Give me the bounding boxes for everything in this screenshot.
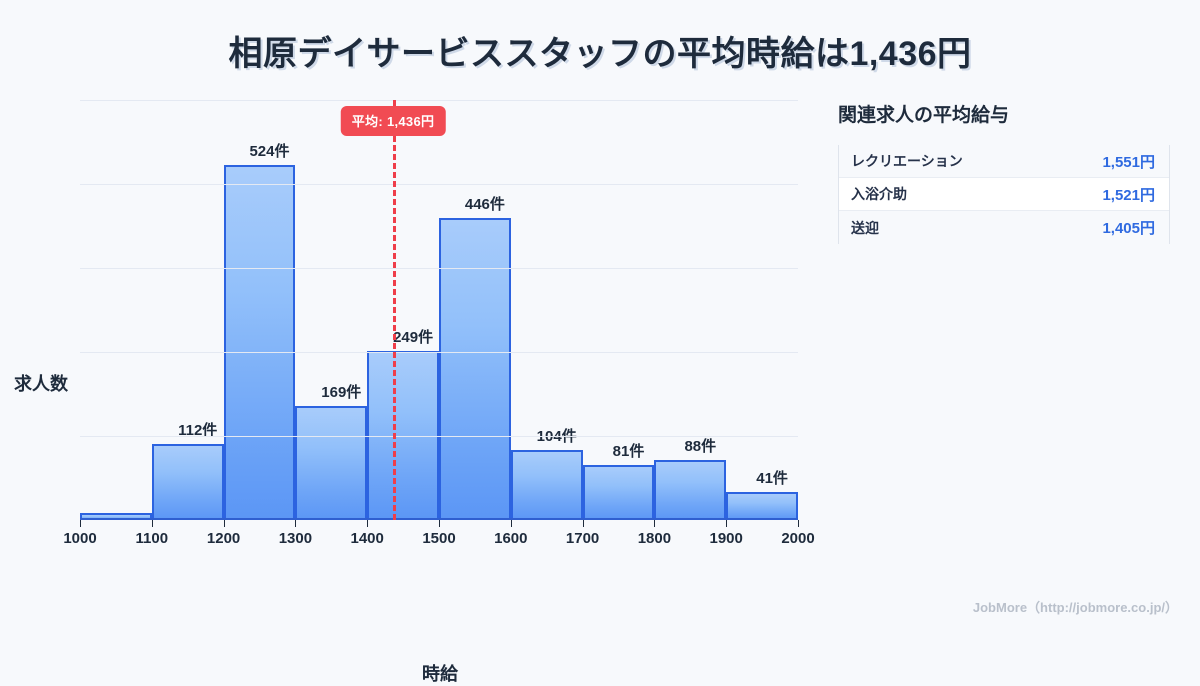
average-badge: 平均: 1,436円 [340,106,446,136]
histogram-bar [367,351,439,520]
x-axis-tick-label: 1800 [637,530,672,547]
x-axis-tick [367,520,369,527]
gridline [80,436,798,437]
related-jobs-table: レクリエーション 1,551円入浴介助 1,521円送迎 1,405円 [838,145,1170,244]
gridline [80,184,798,185]
x-axis-tick-label: 1900 [709,530,743,547]
related-job-row: 送迎 1,405円 [839,211,1169,244]
x-axis-tick-label: 1500 [422,530,456,547]
x-axis-tick-label: 1400 [350,530,384,547]
bar-value-label: 169件 [321,383,362,401]
histogram-bar [654,460,727,520]
x-axis-tick [439,520,440,527]
related-job-salary: 1,551円 [1102,153,1155,171]
x-axis-tick [726,520,728,527]
x-axis-tick [510,520,512,527]
y-axis-label: 求人数 [14,374,68,394]
histogram-bar [439,217,511,520]
histogram-bar [151,444,224,520]
x-axis-baseline [80,518,798,520]
x-axis-tick-label: 1200 [206,530,241,547]
histogram-chart: 112件 524件 169件 249件 446件 104件 81件 88件 41件 求人数 時給… [0,90,830,684]
page-title: 相原デイサービススタッフの平均時給は1,436円 [228,35,972,73]
gridline [80,268,798,269]
average-line [393,100,397,520]
bars-container: 112件 524件 169件 249件 446件 104件 81件 88件 41件 [80,100,798,520]
bar-value-label: 249件 [393,329,434,347]
x-axis-tick-label: 1600 [494,530,528,547]
x-axis-tick-label: 1700 [565,530,600,547]
histogram-bar [223,165,296,520]
watermark: JobMore（http://jobmore.co.jp/） [972,600,1178,615]
related-job-name: 送迎 [851,219,879,236]
histogram-bar [582,465,655,520]
related-job-row: 入浴介助 1,521円 [839,178,1169,211]
bar-value-label: 524件 [249,143,290,161]
x-axis-tick-label: 1100 [135,530,169,547]
x-axis-label: 時給 [422,664,458,684]
bar-value-label: 41件 [756,470,788,488]
related-jobs-panel: 関連求人の平均給与 レクリエーション 1,551円入浴介助 1,521円送迎 1,40… [838,100,1170,244]
bar-value-label: 81件 [612,443,645,461]
histogram-bar [295,405,368,520]
related-jobs-title: 関連求人の平均給与 [838,105,1010,126]
x-axis-tick [151,520,153,527]
x-axis-tick [80,520,81,527]
gridline [80,100,798,101]
gridline [80,352,798,353]
related-job-salary: 1,521円 [1102,186,1155,204]
bar-value-label: 112件 [178,422,218,440]
x-axis-tick [295,520,297,527]
plot-area: 112件 524件 169件 249件 446件 104件 81件 88件 41件 [80,100,798,520]
histogram-bar [510,449,583,520]
x-axis-tick [654,520,656,527]
x-axis-tick-label: 1000 [63,530,97,547]
histogram-bar [726,492,798,520]
related-job-name: レクリエーション [851,153,963,169]
histogram-bar [80,513,152,520]
bar-value-label: 88件 [684,438,717,456]
x-axis-tick [798,520,799,527]
related-job-name: 入浴介助 [851,186,907,202]
bar-value-label: 446件 [464,195,505,213]
x-axis-tick-label: 1300 [278,530,313,547]
related-job-salary: 1,405円 [1102,220,1155,237]
x-axis-tick [582,520,584,527]
x-axis-tick-label: 2000 [781,530,815,547]
related-job-row: レクリエーション 1,551円 [839,145,1169,178]
x-axis-tick [223,520,225,527]
